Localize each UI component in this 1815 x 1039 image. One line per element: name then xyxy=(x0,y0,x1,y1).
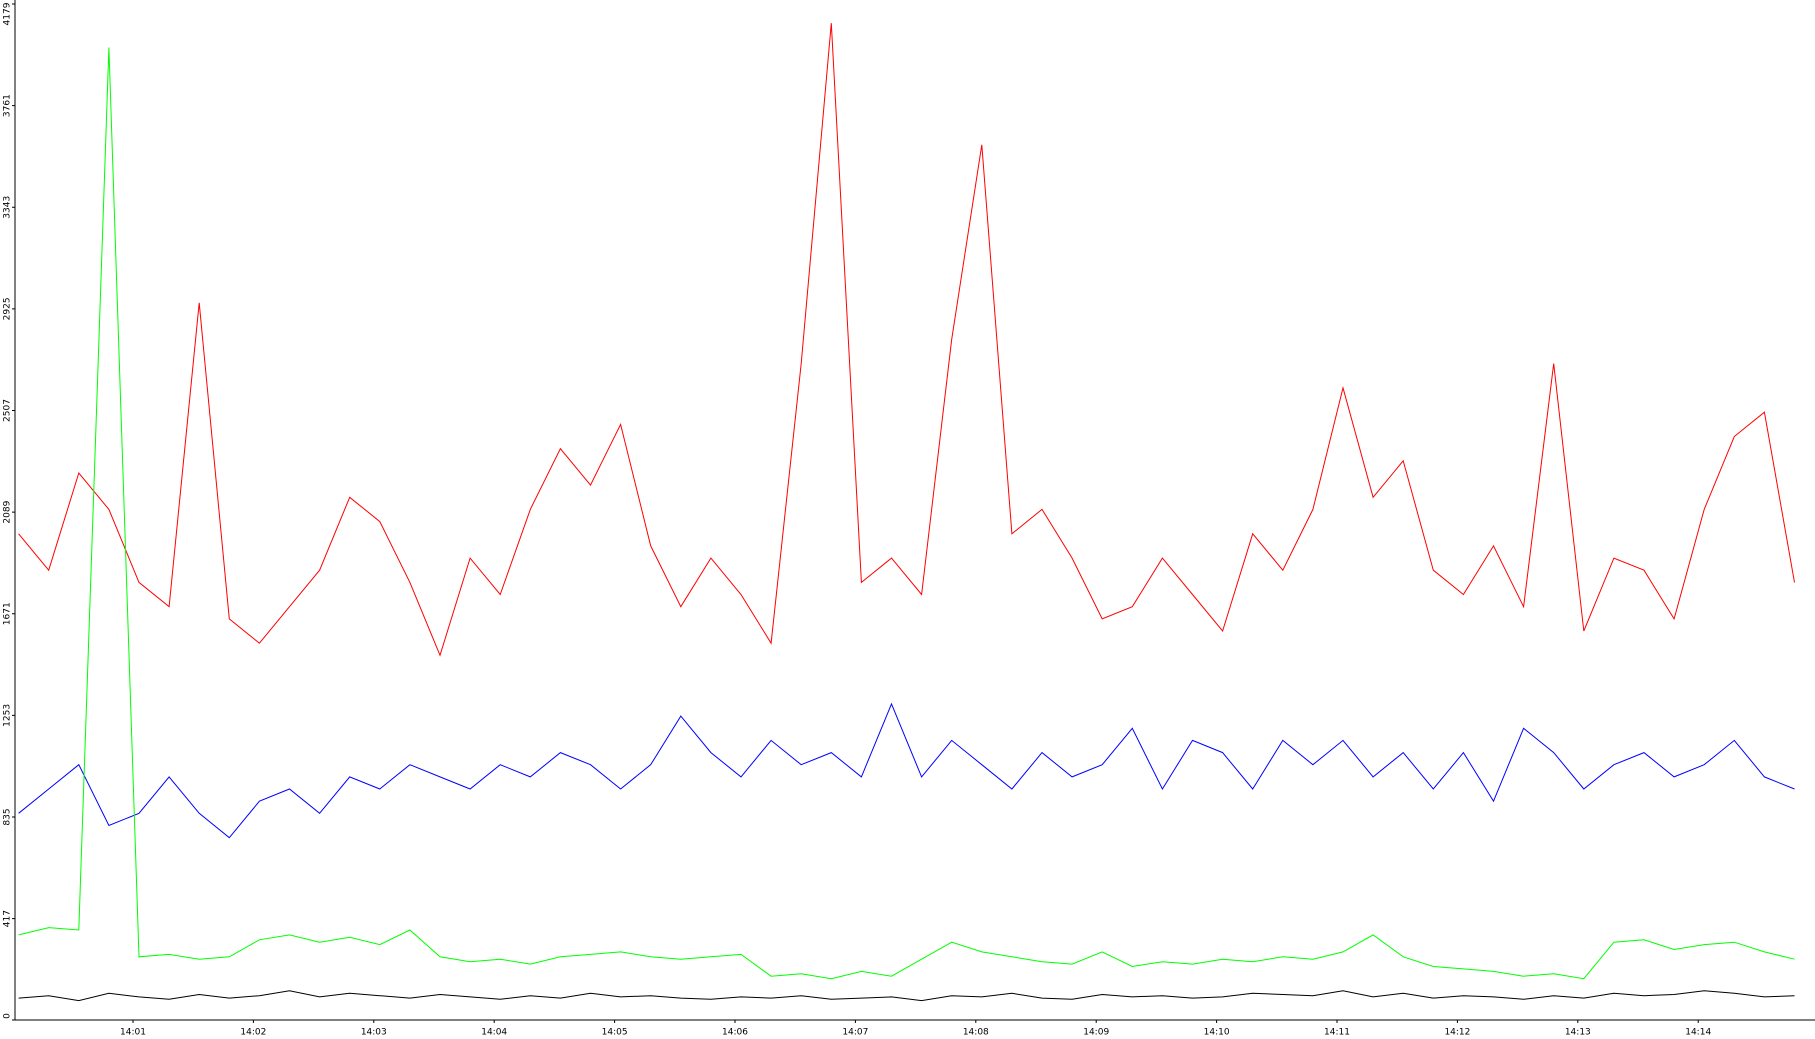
x-tick-label: 14:14 xyxy=(1685,1028,1711,1038)
x-tick-label: 14:06 xyxy=(722,1028,748,1038)
x-tick-label: 14:10 xyxy=(1204,1028,1230,1038)
y-tick-label: 3761 xyxy=(3,94,13,117)
x-tick-label: 14:07 xyxy=(842,1028,868,1038)
series-line xyxy=(18,23,1795,657)
x-tick-label: 14:09 xyxy=(1083,1028,1109,1038)
y-tick-label: 2925 xyxy=(3,297,13,320)
y-tick-label: 4179 xyxy=(3,2,13,25)
y-tick-label: 0 xyxy=(3,1013,13,1019)
x-tick-label: 14:08 xyxy=(963,1028,989,1038)
series-line xyxy=(18,702,1795,839)
y-tick-label: 3343 xyxy=(3,196,13,219)
x-tick-label: 14:02 xyxy=(240,1028,266,1038)
x-tick-label: 14:04 xyxy=(481,1028,507,1038)
x-tick-label: 14:12 xyxy=(1444,1028,1470,1038)
y-tick-label: 417 xyxy=(3,910,13,927)
y-tick-label: 2089 xyxy=(3,500,13,523)
x-tick-label: 14:11 xyxy=(1324,1028,1350,1038)
x-tick-label: 14:03 xyxy=(361,1028,387,1038)
y-tick-label: 835 xyxy=(3,808,13,825)
x-tick-label: 14:01 xyxy=(120,1028,146,1038)
y-tick-label: 1671 xyxy=(3,602,13,625)
series-line xyxy=(18,990,1795,1002)
y-tick-label: 2507 xyxy=(3,399,13,422)
series-line xyxy=(18,47,1795,980)
x-tick-label: 14:05 xyxy=(602,1028,628,1038)
x-tick-label: 14:13 xyxy=(1565,1028,1591,1038)
y-tick-label: 1253 xyxy=(3,704,13,727)
